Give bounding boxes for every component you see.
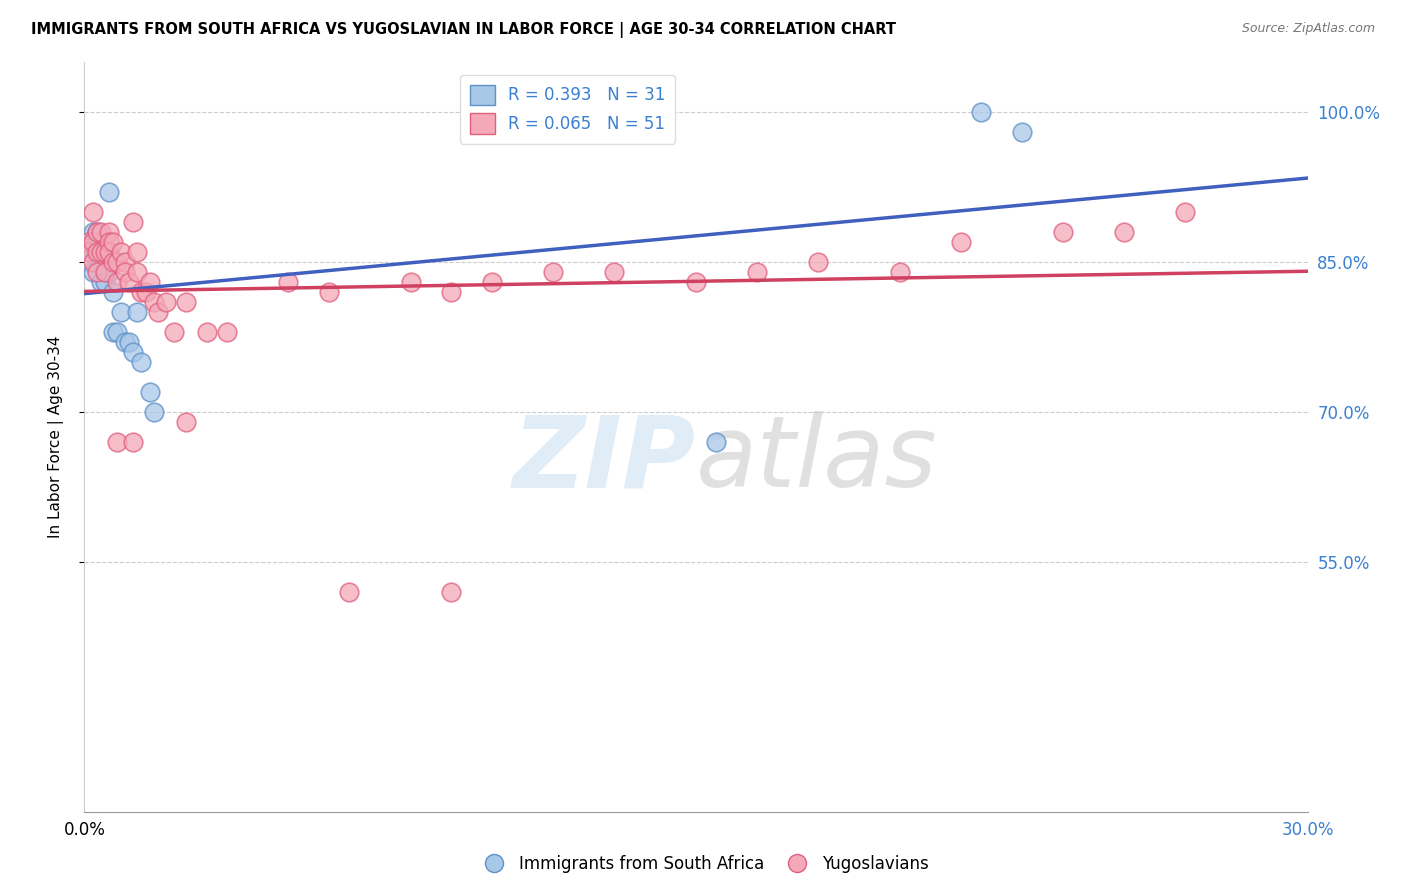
Point [101, 255, 124, 269]
Point [217, 325, 239, 339]
Point [440, 585, 463, 599]
Point [127, 265, 149, 279]
Point [86, 245, 108, 260]
Point [706, 435, 728, 450]
Point [440, 285, 463, 300]
Point [93, 265, 115, 279]
Point [77, 245, 100, 260]
Y-axis label: In Labor Force | Age 30-34: In Labor Force | Age 30-34 [48, 335, 63, 539]
Point [155, 295, 177, 310]
Point [135, 285, 157, 300]
Point [93, 265, 115, 279]
Point [138, 275, 160, 289]
Point [1052, 225, 1074, 239]
Point [131, 355, 153, 369]
Point [86, 245, 108, 260]
Point [747, 265, 769, 279]
Point [86, 265, 108, 279]
Point [603, 265, 626, 279]
Point [1011, 125, 1033, 139]
Point [77, 255, 100, 269]
Point [339, 585, 361, 599]
Point [86, 225, 108, 239]
Point [195, 325, 218, 339]
Point [174, 415, 197, 429]
Point [114, 265, 136, 279]
Text: atlas: atlas [696, 411, 938, 508]
Point [82, 235, 104, 250]
Point [118, 335, 141, 350]
Point [1174, 205, 1197, 219]
Point [82, 225, 104, 239]
Point [163, 325, 186, 339]
Point [82, 205, 104, 219]
Point [82, 265, 104, 279]
Point [86, 225, 108, 239]
Point [122, 435, 145, 450]
Point [146, 305, 169, 319]
Point [101, 235, 124, 250]
Point [97, 235, 120, 250]
Point [97, 186, 120, 200]
Point [122, 345, 145, 359]
Point [90, 255, 112, 269]
Point [127, 245, 149, 260]
Point [970, 105, 993, 120]
Point [1114, 225, 1136, 239]
Point [82, 245, 104, 260]
Point [174, 295, 197, 310]
Legend: R = 0.393   N = 31, R = 0.065   N = 51: R = 0.393 N = 31, R = 0.065 N = 51 [460, 75, 675, 144]
Text: Source: ZipAtlas.com: Source: ZipAtlas.com [1241, 22, 1375, 36]
Point [82, 255, 104, 269]
Point [127, 305, 149, 319]
Point [101, 285, 124, 300]
Point [97, 265, 120, 279]
Point [122, 215, 145, 229]
Point [77, 235, 100, 250]
Point [889, 265, 911, 279]
Point [93, 245, 115, 260]
Text: ZIP: ZIP [513, 411, 696, 508]
Point [105, 435, 128, 450]
Point [105, 255, 128, 269]
Point [114, 335, 136, 350]
Point [118, 275, 141, 289]
Text: IMMIGRANTS FROM SOUTH AFRICA VS YUGOSLAVIAN IN LABOR FORCE | AGE 30-34 CORRELATI: IMMIGRANTS FROM SOUTH AFRICA VS YUGOSLAV… [31, 22, 896, 38]
Point [807, 255, 830, 269]
Point [481, 275, 503, 289]
Point [142, 405, 165, 419]
Point [97, 245, 120, 260]
Point [543, 265, 565, 279]
Point [101, 325, 124, 339]
Point [93, 275, 115, 289]
Point [90, 275, 112, 289]
Point [90, 245, 112, 260]
Point [77, 245, 100, 260]
Point [277, 275, 299, 289]
Point [97, 245, 120, 260]
Point [399, 275, 422, 289]
Point [105, 325, 128, 339]
Point [110, 305, 132, 319]
Legend: Immigrants from South Africa, Yugoslavians: Immigrants from South Africa, Yugoslavia… [471, 848, 935, 880]
Point [93, 265, 115, 279]
Point [142, 295, 165, 310]
Point [318, 285, 340, 300]
Point [685, 275, 707, 289]
Point [114, 255, 136, 269]
Point [950, 235, 973, 250]
Point [86, 235, 108, 250]
Point [131, 285, 153, 300]
Point [97, 225, 120, 239]
Point [110, 245, 132, 260]
Point [90, 225, 112, 239]
Point [77, 235, 100, 250]
Point [138, 385, 160, 400]
Point [105, 275, 128, 289]
